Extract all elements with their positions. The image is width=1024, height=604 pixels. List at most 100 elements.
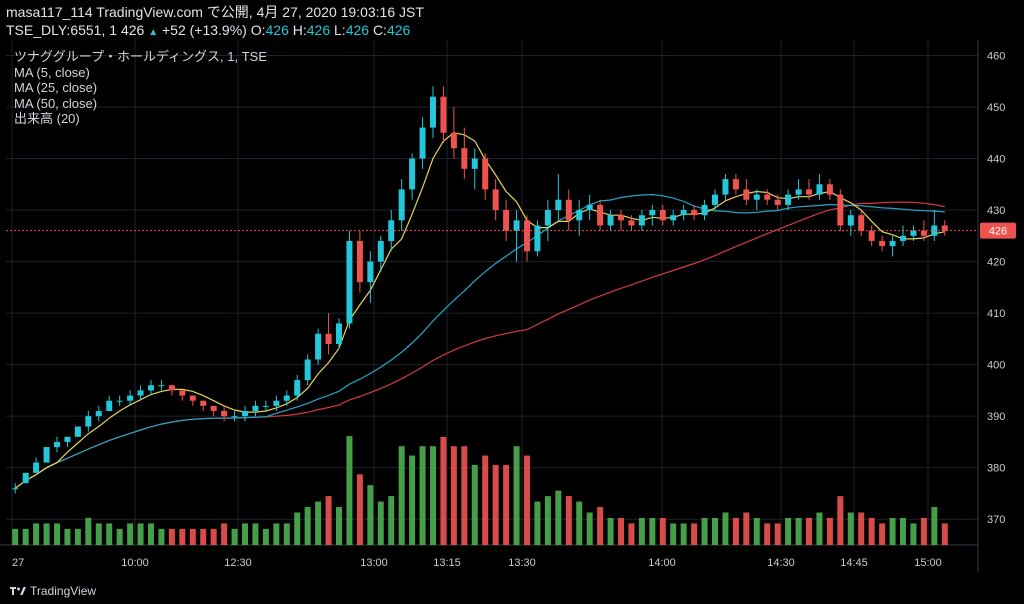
volume-bar bbox=[356, 474, 363, 545]
legend-ma50[interactable]: MA (50, close) bbox=[14, 95, 98, 111]
volume-bar bbox=[315, 501, 322, 545]
candle-body bbox=[85, 416, 92, 427]
volume-bar bbox=[607, 517, 614, 545]
ohlc-open-value: 426 bbox=[265, 22, 289, 38]
x-tick-label: 10:00 bbox=[121, 557, 149, 569]
volume-bar bbox=[628, 523, 635, 545]
candle-body bbox=[753, 194, 760, 200]
y-tick-label: 430 bbox=[987, 205, 1005, 217]
volume-bar bbox=[931, 507, 938, 545]
volume-bar bbox=[565, 496, 572, 545]
candle-body bbox=[106, 400, 113, 412]
volume-bar bbox=[544, 496, 551, 545]
legend-instrument[interactable]: ツナググループ・ホールディングス, 1, TSE bbox=[14, 49, 268, 64]
candle-body bbox=[722, 179, 729, 195]
candle-body bbox=[440, 96, 447, 133]
volume-bar bbox=[367, 485, 374, 545]
volume-bar bbox=[670, 523, 677, 545]
y-tick-label: 450 bbox=[987, 102, 1005, 114]
volume-bar bbox=[409, 455, 416, 545]
candle-body bbox=[283, 395, 290, 401]
candle-body bbox=[680, 210, 687, 216]
candle-body bbox=[377, 240, 384, 262]
candle-body bbox=[221, 411, 228, 417]
volume-bar bbox=[555, 490, 562, 545]
volume-bar bbox=[461, 446, 468, 545]
legend-ma25[interactable]: MA (25, close) bbox=[14, 80, 98, 95]
volume-bar bbox=[785, 517, 792, 545]
volume-bar bbox=[795, 517, 802, 545]
tradingview-branding[interactable]: TradingView bbox=[10, 584, 96, 598]
volume-bar bbox=[137, 523, 144, 545]
volume-bar bbox=[440, 436, 447, 545]
symbol-label: TSE_DLY:6551, 1 bbox=[6, 22, 118, 38]
candle-body bbox=[409, 158, 416, 190]
candle-body bbox=[346, 240, 353, 324]
volume-bar bbox=[158, 528, 165, 545]
volume-bar bbox=[910, 523, 917, 545]
candle-body bbox=[785, 194, 792, 205]
volume-bar bbox=[127, 523, 134, 545]
volume-bar bbox=[638, 517, 645, 545]
candle-body bbox=[847, 215, 854, 226]
candle-body bbox=[701, 204, 708, 216]
candle-body bbox=[336, 323, 342, 345]
volume-bar bbox=[847, 512, 854, 545]
volume-bar bbox=[398, 446, 405, 545]
candle-body bbox=[597, 204, 604, 226]
candle-body bbox=[95, 411, 102, 417]
x-tick-label: 15:00 bbox=[914, 557, 942, 569]
candle-body bbox=[586, 204, 593, 211]
volume-bar bbox=[774, 523, 781, 545]
y-tick-label: 390 bbox=[987, 411, 1005, 423]
legend-volume[interactable]: 出来高 (20) bbox=[14, 111, 80, 126]
candle-body bbox=[534, 225, 541, 252]
volume-bar bbox=[304, 507, 311, 545]
candle-body bbox=[555, 199, 562, 211]
volume-bar bbox=[879, 523, 886, 545]
y-tick-label: 440 bbox=[987, 154, 1005, 166]
candle-body bbox=[607, 215, 614, 226]
volume-bar bbox=[806, 517, 812, 545]
volume-bar bbox=[283, 523, 290, 545]
candle-body bbox=[179, 390, 186, 396]
volume-bar bbox=[732, 517, 739, 545]
x-tick-label: 14:00 bbox=[648, 557, 676, 569]
candle-body bbox=[743, 189, 750, 200]
volume-bar bbox=[346, 436, 353, 545]
volume-bar bbox=[586, 512, 593, 545]
current-price-tag bbox=[980, 222, 1016, 239]
volume-bar bbox=[388, 496, 395, 545]
candle-body bbox=[628, 220, 635, 226]
candle-body bbox=[691, 210, 698, 216]
legend-ma5[interactable]: MA (5, close) bbox=[14, 64, 90, 80]
ma25-line bbox=[14, 193, 945, 489]
x-tick-label: 13:15 bbox=[433, 557, 461, 569]
candle-body bbox=[837, 194, 844, 226]
x-tick-label: 12:30 bbox=[224, 557, 252, 569]
ohlc-open-label: O: bbox=[250, 22, 266, 38]
volume-bar bbox=[659, 517, 666, 545]
snapshot-title: masa117_114 TradingView.com で公開, 4月 27, … bbox=[6, 4, 424, 20]
volume-bar bbox=[492, 464, 499, 545]
volume-bar bbox=[377, 501, 384, 545]
candle-body bbox=[513, 220, 520, 231]
volume-bar bbox=[22, 528, 29, 545]
volume-bar bbox=[43, 523, 50, 545]
plot-background bbox=[0, 40, 1024, 572]
volume-bar bbox=[74, 528, 81, 545]
volume-bar bbox=[680, 523, 687, 545]
volume-bar bbox=[722, 512, 729, 545]
price-change: +52 (+13.9%) bbox=[161, 22, 247, 38]
candle-body bbox=[774, 199, 781, 205]
volume-bar bbox=[95, 523, 102, 545]
x-tick-label: 27 bbox=[12, 557, 24, 569]
up-arrow-icon: ▲ bbox=[148, 27, 159, 38]
volume-bar bbox=[701, 517, 708, 545]
candle-body bbox=[649, 210, 656, 216]
volume-bar bbox=[837, 496, 844, 545]
candle-body bbox=[889, 240, 896, 247]
candle-body bbox=[158, 385, 165, 387]
